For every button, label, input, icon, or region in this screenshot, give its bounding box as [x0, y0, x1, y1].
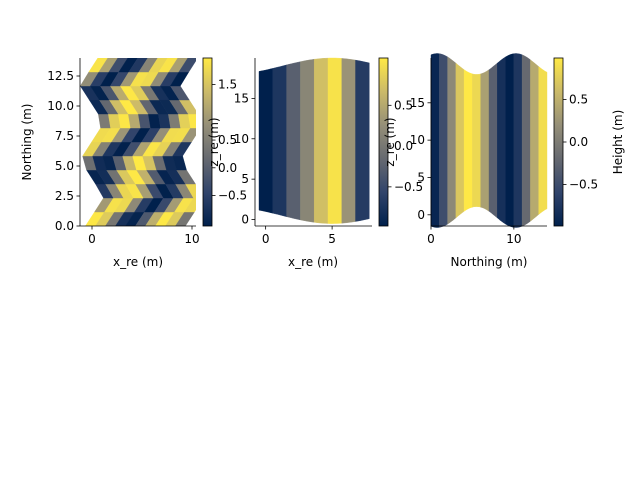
chart-3-x-label: Northing (m)	[451, 255, 528, 269]
band-column	[497, 56, 506, 225]
band-column	[300, 58, 315, 223]
band-column	[521, 54, 531, 227]
band-column	[341, 58, 356, 224]
chart-2: 0 5 0 5 10 15 x_re (m) −0.5 0.0 0.5 z_re (m)	[234, 57, 423, 269]
colorbar-tick-label: −0.5	[394, 180, 423, 194]
mesh-cell	[184, 197, 196, 213]
mesh-cell	[188, 113, 196, 129]
colorbar-gradient	[378, 57, 389, 227]
chart-1-axes: 0 10 0.0 2.5 5.0 7.5 10.0 12.5	[47, 58, 200, 246]
mesh-cell	[148, 58, 169, 73]
chart-3-plot-area	[430, 53, 548, 228]
y-tick-label: 5	[417, 170, 425, 184]
mesh-cell	[98, 58, 119, 73]
x-tick-label: 0	[427, 232, 435, 246]
y-tick-label: 5	[241, 172, 249, 186]
y-tick-label: 5.0	[55, 159, 74, 173]
band-column	[272, 64, 287, 217]
y-tick-label: 10	[234, 132, 249, 146]
mesh-cell	[128, 58, 149, 73]
chart-1: 0 10 0.0 2.5 5.0 7.5 10.0 12.5 x_re (m) Northin…	[20, 57, 247, 269]
colorbar-tick-label: 0.5	[394, 98, 413, 112]
band-column	[488, 62, 498, 219]
chart-1-x-label: x_re (m)	[113, 255, 163, 269]
chart-1-plot-area	[80, 58, 196, 226]
colorbar-tick-label: 0.0	[569, 135, 588, 149]
colorbar-tick-label: 0.0	[218, 161, 237, 175]
mesh-cell	[88, 58, 109, 73]
y-tick-label: 7.5	[55, 129, 74, 143]
band-column	[314, 57, 329, 224]
mesh-cell	[158, 58, 179, 73]
mesh-cell	[168, 58, 189, 73]
x-tick-label: 10	[184, 232, 199, 246]
colorbar-tick-label: 0.5	[569, 93, 588, 107]
mesh-cell	[181, 127, 196, 143]
colorbar-tick-label: 1.5	[218, 78, 237, 92]
chart-2-colorbar-label: z_re (m)	[383, 117, 397, 166]
colorbar-tick-label: 0.5	[218, 133, 237, 147]
colorbar-tick-label: 0.0	[394, 139, 413, 153]
colorbar-gradient	[553, 57, 564, 227]
y-tick-label: 15	[234, 91, 249, 105]
chart-2-colorbar: −0.5 0.0 0.5	[378, 57, 423, 227]
band-column	[286, 61, 301, 221]
y-tick-label: 2.5	[55, 189, 74, 203]
chart-3-axes: 0 10 0 5 10 15	[410, 58, 547, 246]
band-column	[447, 56, 457, 225]
band-column	[430, 53, 440, 228]
chart-3: 0 10 0 5 10 15 Northing (m) −0.5 0.0 0.5 Height…	[410, 53, 625, 269]
chart-1-y-label: Northing (m)	[20, 104, 34, 181]
chart-2-axes: 0 5 0 5 10 15	[234, 58, 372, 246]
band-column	[439, 53, 448, 228]
band-column	[513, 53, 523, 228]
x-tick-label: 0	[88, 232, 96, 246]
band-column	[530, 59, 539, 222]
band-column	[327, 57, 342, 224]
chart-2-x-label: x_re (m)	[288, 255, 338, 269]
y-tick-label: 12.5	[47, 69, 74, 83]
chart-3-colorbar-label: Height (m)	[611, 110, 625, 175]
colorbar-tick-label: −0.5	[218, 189, 247, 203]
band-column	[505, 53, 515, 228]
x-tick-label: 0	[262, 232, 270, 246]
band-column	[538, 66, 548, 215]
y-tick-label: 10.0	[47, 99, 74, 113]
y-tick-label: 10	[410, 133, 425, 147]
band-column	[258, 68, 273, 214]
x-tick-label: 5	[328, 232, 336, 246]
chart-1-colorbar: −0.5 0.0 0.5 1.5	[202, 57, 247, 227]
mesh-cell	[108, 58, 129, 73]
y-tick-label: 15	[410, 96, 425, 110]
chart-2-plot-area	[258, 57, 370, 224]
y-tick-label: 0	[241, 213, 249, 227]
mesh-cell	[178, 58, 196, 73]
chart-1-colorbar-label: z_re (m)	[207, 117, 221, 166]
band-column	[463, 69, 473, 212]
y-tick-label: 0	[417, 208, 425, 222]
band-column	[355, 59, 370, 222]
mesh-cell	[118, 58, 139, 73]
x-tick-label: 10	[506, 232, 521, 246]
y-tick-label: 0.0	[55, 219, 74, 233]
band-column	[455, 62, 465, 219]
colorbar-tick-label: −0.5	[569, 177, 598, 191]
mesh-cell	[138, 58, 159, 73]
band-column	[472, 73, 481, 208]
band-column	[480, 69, 490, 212]
chart-3-colorbar: −0.5 0.0 0.5	[553, 57, 598, 227]
colorbar-gradient	[202, 57, 213, 227]
